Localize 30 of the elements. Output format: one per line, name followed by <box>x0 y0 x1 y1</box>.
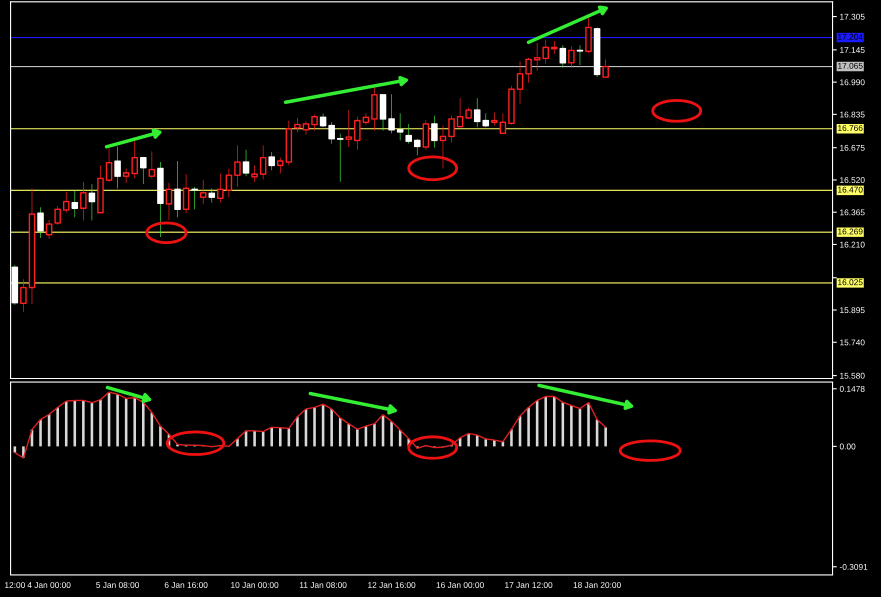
y-tick-label: 16.520 <box>840 177 865 184</box>
y-tick-label: 0.1478 <box>840 386 865 392</box>
x-tick-label: 10 Jan 00:00 <box>231 582 278 588</box>
x-tick-label: 17 Jan 12:00 <box>505 582 552 588</box>
ref-line-label: 16.766 <box>838 125 863 131</box>
ref-line-label: 16.470 <box>838 186 863 193</box>
x-tick-label: 12:00 <box>5 582 25 588</box>
x-tick-label: 18 Jan 20:00 <box>574 582 621 588</box>
y-tick-label: 0.00 <box>840 444 856 450</box>
y-tick-label: 16.365 <box>840 209 865 216</box>
x-tick-label: 16 Jan 00:00 <box>436 582 484 588</box>
y-tick-label: 15.580 <box>840 372 865 379</box>
y-tick-label: 16.990 <box>840 79 865 86</box>
y-tick-label: 15.740 <box>840 339 865 346</box>
y-tick-label: 17.305 <box>840 14 865 20</box>
y-tick-label: 16.835 <box>840 112 865 118</box>
x-tick-label: 12 Jan 16:00 <box>368 582 416 588</box>
x-tick-label: 6 Jan 16:00 <box>164 582 208 588</box>
x-tick-label: 5 Jan 08:00 <box>96 582 140 588</box>
y-tick-label: 17.145 <box>840 47 865 53</box>
ref-line-label: 16.269 <box>838 228 863 234</box>
ref-line-label: 17.065 <box>838 62 863 69</box>
y-tick-label: 15.895 <box>840 307 865 314</box>
ref-line-label: 16.025 <box>838 279 863 286</box>
y-tick-label: -0.3091 <box>840 564 868 570</box>
x-tick-label: 4 Jan 00:00 <box>28 582 71 588</box>
x-tick-label: 11 Jan 08:00 <box>300 582 347 588</box>
y-tick-label: 16.675 <box>840 144 865 151</box>
y-tick-label: 16.210 <box>840 242 865 248</box>
ref-line-label: 17.204 <box>838 34 863 40</box>
